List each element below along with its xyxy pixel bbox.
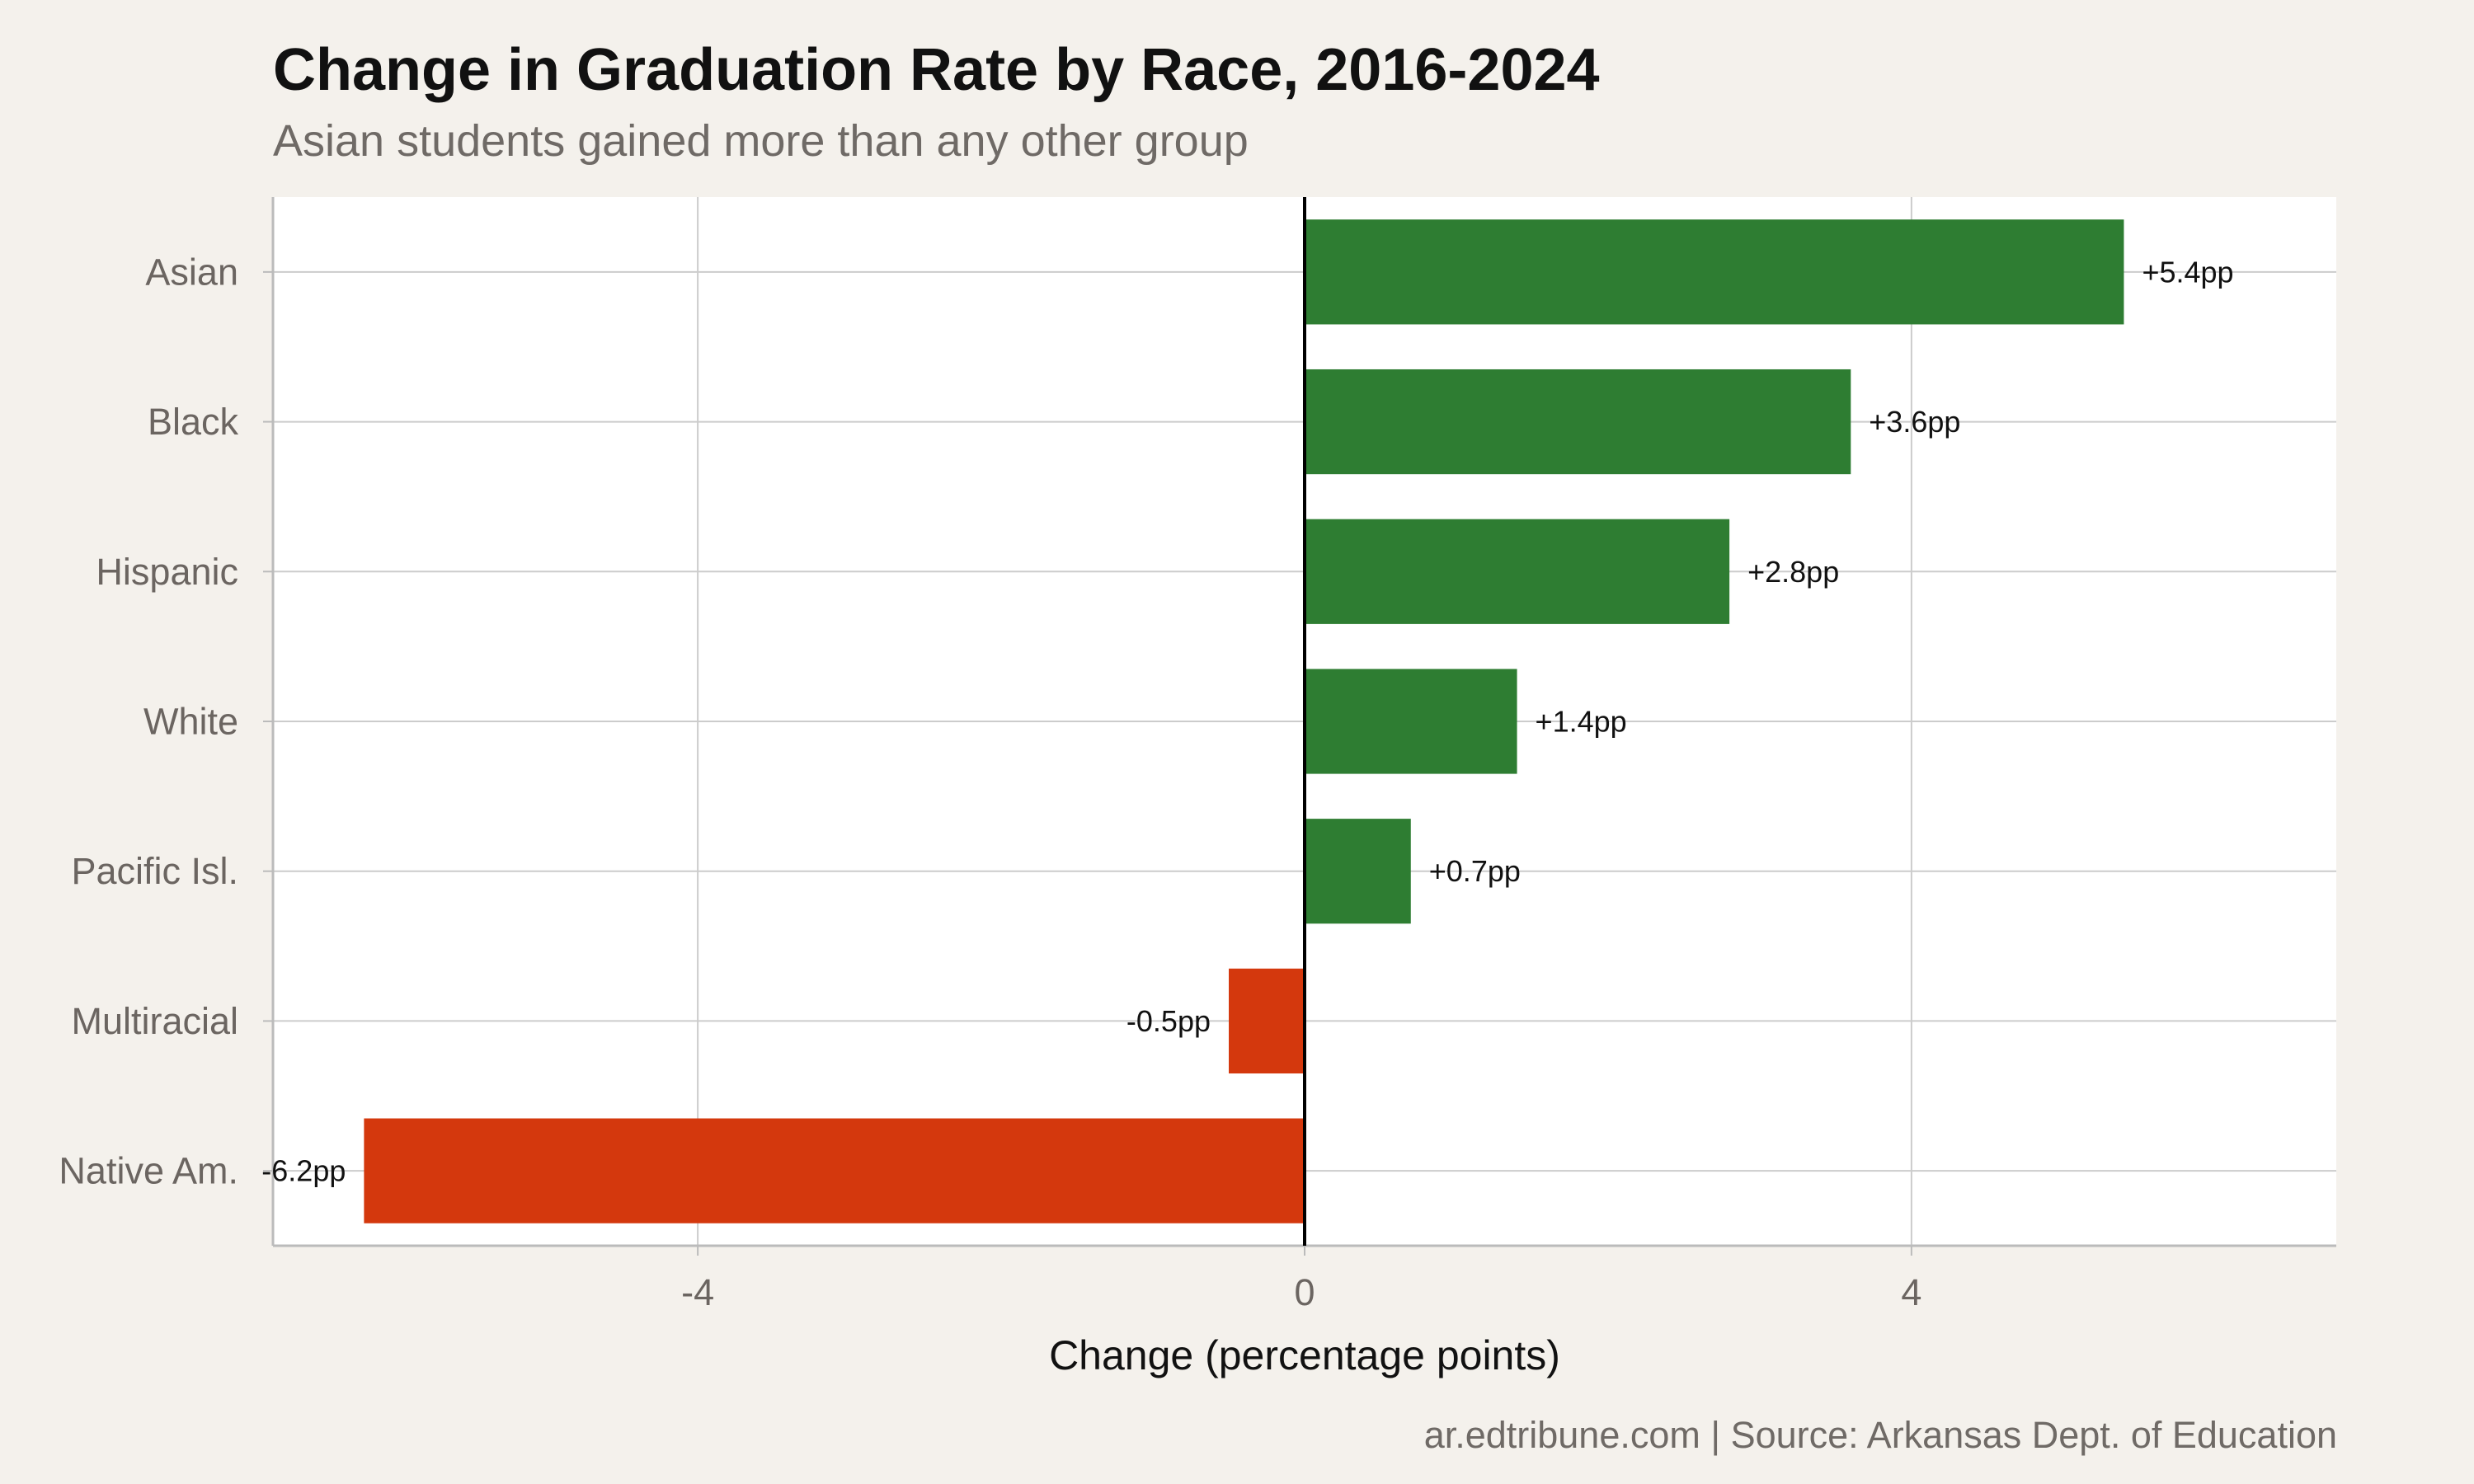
y-tick-label: Native Am.	[59, 1150, 238, 1192]
x-tick-label: -4	[681, 1271, 714, 1313]
y-tick-label: Multiracial	[71, 1000, 238, 1042]
data-label: +5.4pp	[2142, 255, 2233, 289]
chart-caption: ar.edtribune.com | Source: Arkansas Dept…	[1423, 1414, 2337, 1456]
data-label: -6.2pp	[261, 1154, 346, 1188]
bar-multiracial	[1229, 968, 1305, 1074]
y-tick-label: Asian	[145, 251, 238, 293]
bar-black	[1305, 369, 1851, 475]
chart-title: Change in Graduation Rate by Race, 2016-…	[273, 37, 1600, 103]
bar-pacific-isl	[1305, 819, 1411, 924]
y-tick-label: Hispanic	[96, 551, 238, 593]
y-tick-label: Black	[148, 401, 239, 443]
x-axis-title: Change (percentage points)	[1049, 1332, 1560, 1378]
x-tick-label: 4	[1901, 1271, 1921, 1313]
chart-subtitle: Asian students gained more than any othe…	[273, 116, 1249, 166]
data-label: +2.8pp	[1747, 555, 1839, 589]
y-tick-label: Pacific Isl.	[71, 850, 238, 892]
data-label: +1.4pp	[1536, 705, 1627, 739]
data-label: -0.5pp	[1126, 1004, 1211, 1038]
data-label: +0.7pp	[1429, 854, 1521, 888]
data-label: +3.6pp	[1869, 405, 1960, 439]
bar-native-am	[364, 1118, 1305, 1223]
bar-hispanic	[1305, 519, 1730, 624]
bar-asian	[1305, 219, 2124, 325]
bar-white	[1305, 669, 1517, 774]
x-tick-label: 0	[1294, 1271, 1315, 1313]
y-tick-label: White	[143, 701, 238, 743]
